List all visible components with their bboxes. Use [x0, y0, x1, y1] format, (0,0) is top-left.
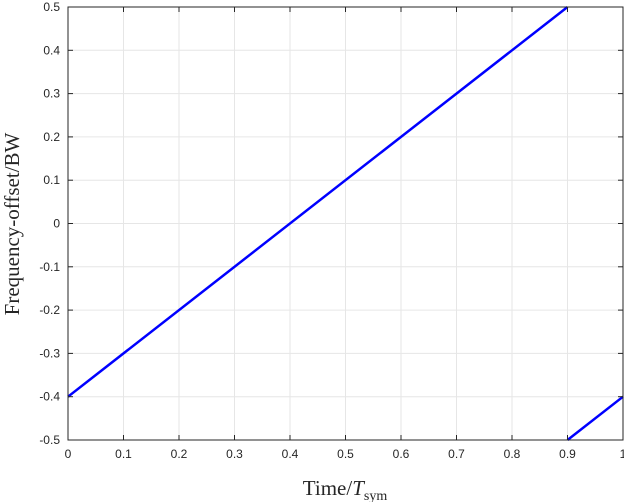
x-tick-label: 0.7 [448, 447, 465, 461]
series-line-segment [566, 395, 624, 441]
grid [67, 6, 624, 441]
x-tick-label: 0.9 [559, 447, 576, 461]
axis-ticks [67, 6, 624, 441]
y-tick-label: -0.3 [39, 346, 60, 360]
y-tick-label: 0.4 [43, 43, 60, 57]
y-tick-label: 0 [53, 217, 60, 231]
x-axis-title-prefix: Time/ [303, 476, 353, 500]
y-tick-label: 0.3 [43, 87, 60, 101]
x-axis-title-var: T [352, 476, 365, 500]
y-tick-labels: -0.5 -0.4 -0.3 -0.2 -0.1 0 0.1 0.2 0.3 0.4 0.5 [39, 0, 60, 447]
series-line-segment [67, 6, 569, 398]
x-tick-label: 0.5 [337, 447, 354, 461]
y-axis-title: Frequency-offset/BW [0, 132, 24, 315]
y-tick-label: 0.2 [43, 130, 60, 144]
y-tick-label: -0.4 [39, 390, 60, 404]
y-tick-label: 0.1 [43, 173, 60, 187]
x-tick-label: 0.1 [115, 447, 132, 461]
y-tick-label: -0.1 [39, 260, 60, 274]
x-tick-label: 0.2 [171, 447, 188, 461]
x-axis-title: Time/Tsym [303, 476, 388, 502]
x-tick-label: 0.3 [226, 447, 243, 461]
x-tick-label: 0 [65, 447, 72, 461]
y-tick-label: -0.5 [39, 433, 60, 447]
y-tick-label: -0.2 [39, 303, 60, 317]
x-axis-title-sub: sym [364, 489, 387, 502]
y-tick-label: 0.5 [43, 0, 60, 14]
x-tick-label: 1 [620, 447, 624, 461]
x-tick-label: 0.8 [504, 447, 521, 461]
x-tick-label: 0.6 [393, 447, 410, 461]
series-lines [67, 6, 624, 441]
x-tick-labels: 0 0.1 0.2 0.3 0.4 0.5 0.6 0.7 0.8 0.9 1 [65, 447, 624, 461]
x-tick-label: 0.4 [282, 447, 299, 461]
